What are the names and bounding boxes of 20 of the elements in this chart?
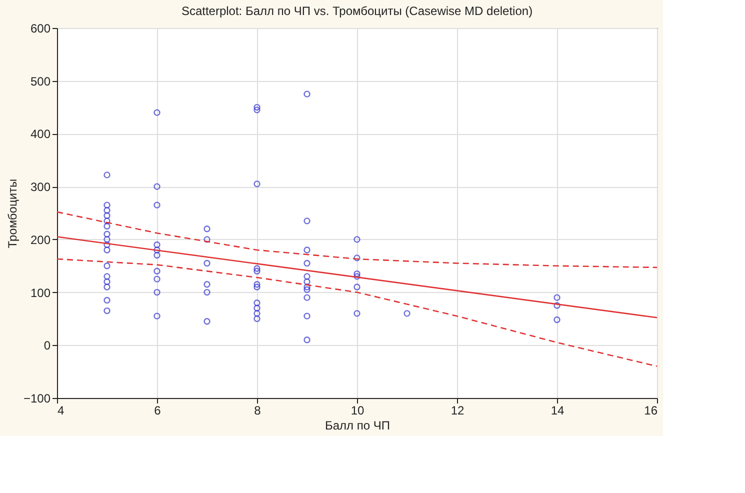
x-tick-label: 10 [350, 404, 364, 418]
y-tick-label: −100 [23, 392, 51, 406]
y-tick-label: 300 [30, 180, 51, 194]
x-tick-label: 16 [644, 404, 658, 418]
y-tick-label: 200 [30, 232, 51, 247]
x-tick-label: 14 [550, 404, 564, 418]
x-axis-title: Балл по ЧП [324, 418, 390, 432]
y-tick-label: 0 [44, 338, 51, 353]
chart-title: Scatterplot: Балл по ЧП vs. Тромбоциты (Casewise MD deletion) [181, 4, 533, 18]
x-tick-label: 8 [254, 404, 262, 418]
line-series [56, 258, 658, 367]
x-tick-label: 12 [450, 404, 464, 418]
y-tick-label: 500 [30, 74, 51, 88]
y-tick-label: 600 [30, 22, 51, 36]
y-tick-label: 100 [30, 286, 51, 300]
x-tick-label: 6 [154, 404, 162, 418]
line-series [56, 211, 658, 268]
y-axis-title: Тромбоциты [5, 178, 20, 248]
y-tick-label: 400 [30, 127, 51, 142]
x-tick-label: 4 [58, 404, 64, 418]
